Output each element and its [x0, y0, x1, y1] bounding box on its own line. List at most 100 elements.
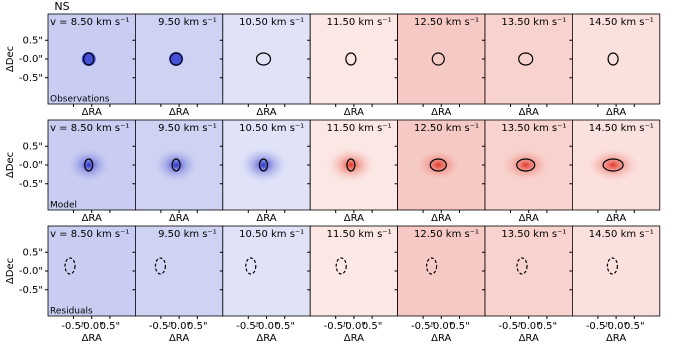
channel-label: 11.50 km s⁻¹	[327, 229, 392, 240]
model-emission	[585, 147, 642, 183]
x-tick-label: -0.0"	[429, 321, 453, 332]
contour	[83, 52, 95, 66]
model-emission	[498, 147, 553, 183]
x-tick-label: 0.5"	[187, 321, 208, 332]
x-tick-label: -0.0"	[80, 321, 104, 332]
x-tick-label: -0.5"	[498, 321, 522, 332]
channel-label: 10.50 km s⁻¹	[239, 17, 304, 28]
panel-background	[310, 226, 398, 316]
x-axis-label: ΔRA	[256, 107, 276, 118]
contour	[516, 158, 536, 172]
panel-background	[397, 226, 485, 316]
channel-label: 11.50 km s⁻¹	[327, 17, 392, 28]
x-tick-label: 0.5"	[362, 321, 383, 332]
x-axis-label: ΔRA	[431, 213, 451, 224]
panel-background	[485, 14, 573, 104]
x-axis-label: ΔRA	[169, 333, 189, 344]
channel-label: 13.50 km s⁻¹	[501, 123, 566, 134]
y-tick-label: -0.0"	[19, 160, 43, 171]
channel-label: 13.50 km s⁻¹	[501, 17, 566, 28]
channel-label: 12.50 km s⁻¹	[414, 123, 479, 134]
panel-background	[222, 14, 311, 104]
emission	[169, 52, 184, 66]
x-tick-label: -0.0"	[167, 321, 191, 332]
x-axis-label: ΔRA	[344, 213, 364, 224]
x-tick-label: -0.5"	[586, 321, 610, 332]
row-label: Residuals	[50, 307, 93, 317]
model-emission	[412, 147, 465, 183]
x-tick-label: -0.5"	[411, 321, 435, 332]
contour	[169, 52, 183, 66]
channel-label: 11.50 km s⁻¹	[327, 123, 392, 134]
contour	[84, 158, 94, 172]
y-tick-label: -0.0"	[19, 266, 43, 277]
residual-contour	[426, 257, 438, 275]
y-axis-label: ΔDec	[5, 152, 16, 178]
x-tick-label: 0.5"	[100, 321, 121, 332]
x-axis-label: ΔRA	[431, 107, 451, 118]
x-axis-label: ΔRA	[344, 333, 364, 344]
x-axis-label: ΔRA	[344, 107, 364, 118]
channel-label: 9.50 km s⁻¹	[158, 123, 217, 134]
channel-label: 10.50 km s⁻¹	[239, 229, 304, 240]
x-axis-label: ΔRA	[82, 213, 102, 224]
x-axis-label: ΔRA	[606, 333, 626, 344]
x-axis-label: ΔRA	[169, 213, 189, 224]
x-tick-label: 0.5"	[274, 321, 295, 332]
x-axis-label: ΔRA	[519, 107, 539, 118]
x-axis-label: ΔRA	[606, 213, 626, 224]
x-axis-label: ΔRA	[606, 107, 626, 118]
channel-label: 14.50 km s⁻¹	[589, 123, 654, 134]
channel-label: v = 8.50 km s⁻¹	[50, 17, 129, 28]
x-tick-label: -0.5"	[149, 321, 173, 332]
channel-label: 12.50 km s⁻¹	[414, 229, 479, 240]
residual-contour	[245, 257, 257, 275]
model-emission	[153, 147, 200, 183]
channel-label: 10.50 km s⁻¹	[239, 123, 304, 134]
contour	[607, 52, 619, 66]
model-emission	[325, 147, 376, 183]
channel-label: 12.50 km s⁻¹	[414, 17, 479, 28]
residual-contour	[154, 257, 166, 275]
panel-background	[222, 226, 311, 316]
channel-label: 9.50 km s⁻¹	[158, 17, 217, 28]
contour	[255, 52, 272, 66]
contour	[602, 158, 624, 172]
x-tick-label: -0.0"	[517, 321, 541, 332]
x-tick-label: 0.5"	[624, 321, 645, 332]
residual-contour	[335, 257, 347, 275]
channel-label: v = 8.50 km s⁻¹	[50, 123, 129, 134]
x-axis-label: ΔRA	[519, 213, 539, 224]
panel-background	[135, 226, 223, 316]
contour	[345, 52, 357, 66]
y-tick-label: -0.5"	[19, 285, 43, 296]
y-axis-label: ΔDec	[5, 46, 16, 72]
channel-label: 13.50 km s⁻¹	[501, 229, 566, 240]
channel-label: 14.50 km s⁻¹	[589, 17, 654, 28]
y-tick-label: 0.5"	[22, 247, 43, 258]
panel-background	[310, 14, 398, 104]
y-tick-label: 0.5"	[22, 141, 43, 152]
x-tick-label: -0.5"	[236, 321, 260, 332]
x-axis-label: ΔRA	[169, 107, 189, 118]
channel-label: 14.50 km s⁻¹	[589, 229, 654, 240]
y-tick-label: -0.5"	[19, 179, 43, 190]
x-tick-label: -0.0"	[254, 321, 278, 332]
model-emission	[239, 147, 288, 183]
residual-contour	[64, 257, 76, 275]
row-label: Observations	[50, 95, 110, 105]
x-tick-label: -0.5"	[61, 321, 85, 332]
x-tick-label: 0.5"	[537, 321, 558, 332]
x-tick-label: -0.5"	[324, 321, 348, 332]
x-tick-label: 0.5"	[449, 321, 470, 332]
y-tick-label: -0.5"	[19, 73, 43, 84]
contour	[171, 158, 181, 172]
x-tick-label: -0.0"	[604, 321, 628, 332]
y-axis-label: ΔDec	[5, 258, 16, 284]
panel-background	[572, 14, 660, 104]
contour	[429, 158, 447, 172]
x-tick-label: -0.0"	[342, 321, 366, 332]
contour	[431, 52, 445, 66]
x-axis-label: ΔRA	[519, 333, 539, 344]
